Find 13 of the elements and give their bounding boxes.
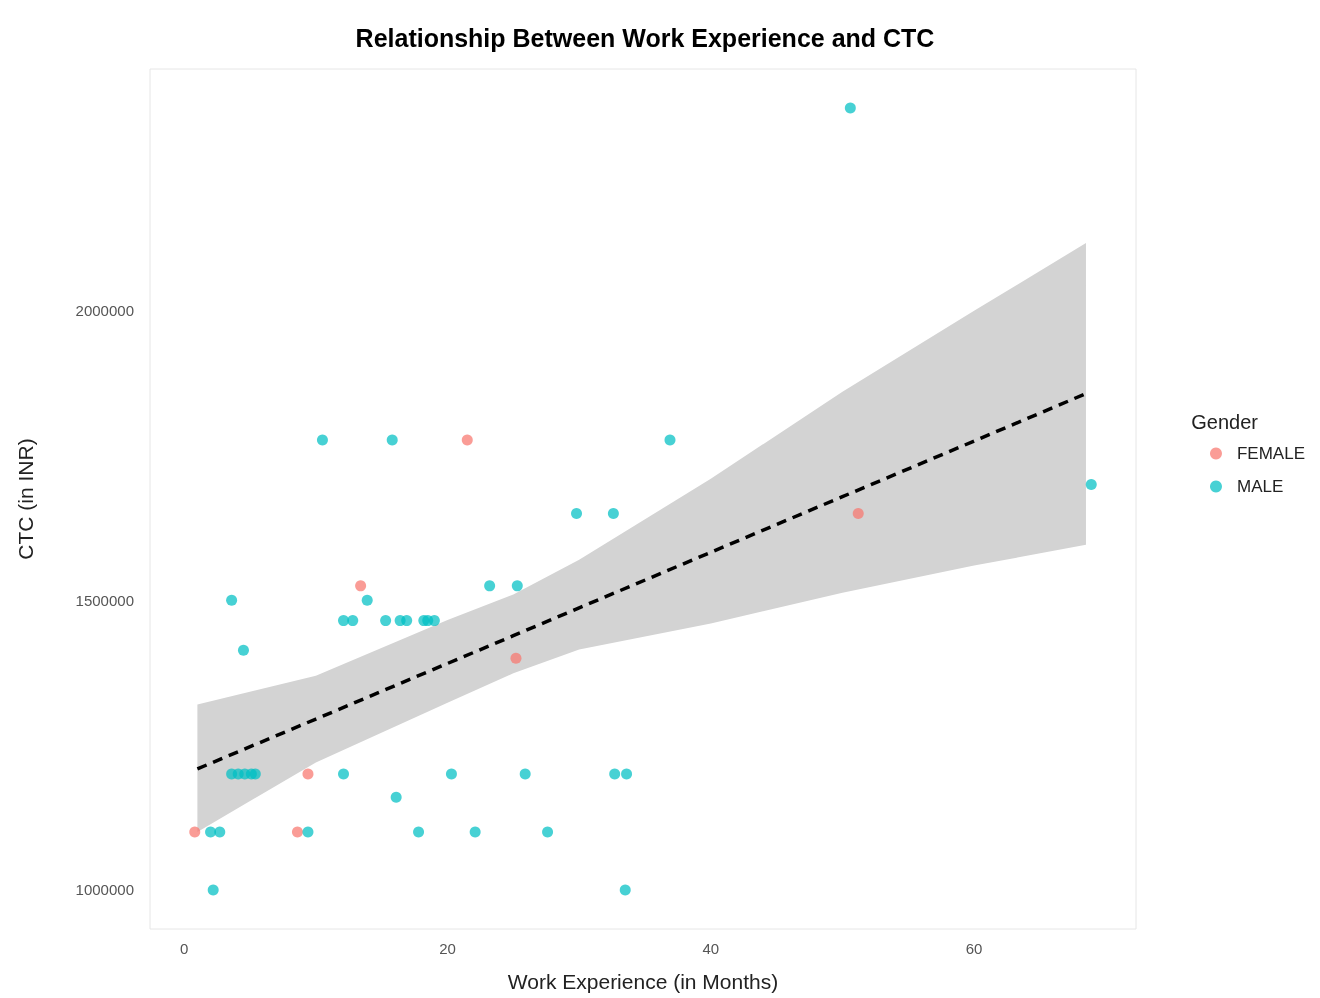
x-tick-label: 40 bbox=[702, 940, 720, 957]
legend-title: Gender bbox=[1191, 411, 1259, 433]
y-tick-label: 2000000 bbox=[75, 302, 134, 320]
legend-label: MALE bbox=[1236, 477, 1284, 496]
x-tick-label: 0 bbox=[180, 940, 189, 957]
chart-title: Relationship Between Work Experience and CTC bbox=[355, 23, 935, 52]
x-tick-label: 20 bbox=[439, 940, 456, 957]
y-tick-label: 1500000 bbox=[75, 591, 134, 609]
legend-label: FEMALE bbox=[1236, 444, 1306, 463]
y-tick-label: 1000000 bbox=[75, 881, 134, 899]
x-axis-title: Work Experience (in Months) bbox=[507, 970, 779, 993]
x-tick-label: 60 bbox=[965, 940, 983, 957]
y-axis-title: CTC (in INR) bbox=[14, 438, 37, 560]
